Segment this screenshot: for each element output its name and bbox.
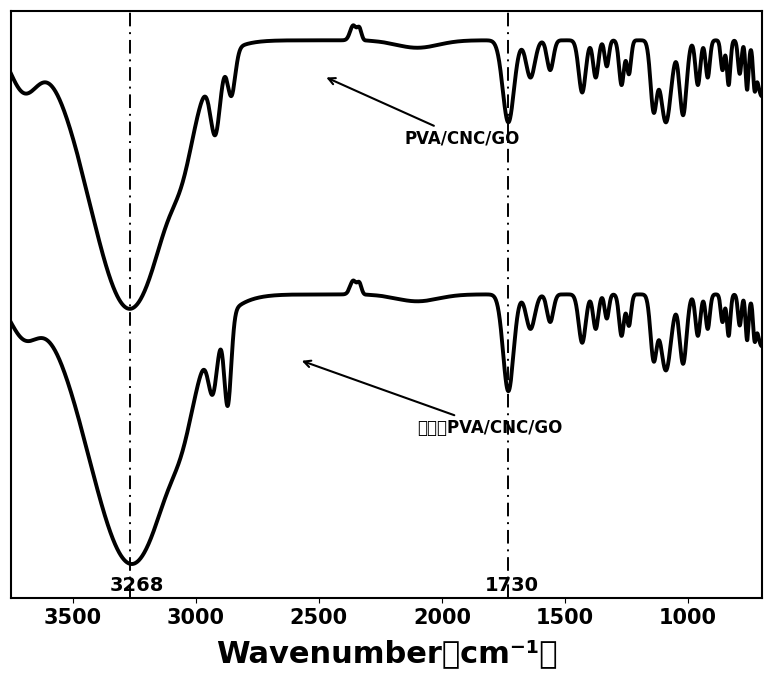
Text: 季鐵化PVA/CNC/GO: 季鐵化PVA/CNC/GO [304, 361, 563, 437]
X-axis label: Wavenumber（cm⁻¹）: Wavenumber（cm⁻¹） [216, 639, 557, 668]
Text: PVA/CNC/GO: PVA/CNC/GO [329, 78, 520, 148]
Text: 1730: 1730 [485, 576, 539, 595]
Text: 3268: 3268 [110, 576, 165, 595]
